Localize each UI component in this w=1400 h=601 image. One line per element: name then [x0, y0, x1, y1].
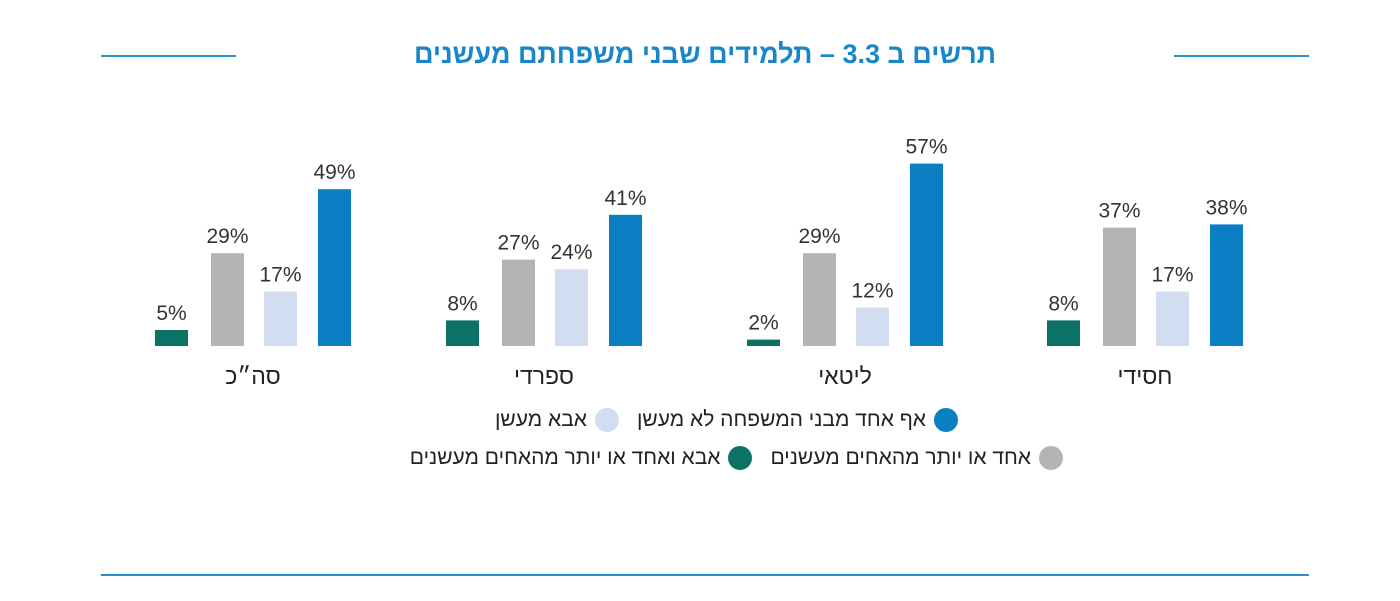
data-label-2-0: 41%: [604, 187, 646, 210]
bar-1-3: [747, 339, 780, 346]
legend-item-brothers: אחד או יותר מהאחים מעשנים: [770, 446, 1063, 470]
bar-2-1: [555, 269, 588, 346]
legend-row-2: אחד או יותר מהאחים מעשנים אבא ואחד או יו…: [410, 446, 1063, 470]
bar-0-0: [1210, 224, 1243, 346]
bar-chart: 38% 17% 37% 8% חסידי 57% 12% 29% 2% ליטאי 41% 24% 27…: [155, 136, 1248, 389]
legend-label-father: אבא מעשן: [494, 408, 587, 431]
data-label-2-1: 24%: [550, 241, 592, 264]
data-label-0-1: 17%: [1151, 264, 1193, 287]
bottom-rule: [101, 574, 1309, 576]
category-label-0: חסידי: [1118, 363, 1173, 389]
category-label-1: ליטאי: [818, 363, 872, 389]
legend-label-brothers: אחד או יותר מהאחים מעשנים: [770, 446, 1031, 469]
legend-item-no-smokers: אף אחד מבני המשפחה לא מעשן: [637, 408, 958, 432]
data-label-0-3: 8%: [1048, 292, 1078, 315]
chart-title: תרשים ב 3.3 – תלמידים שבני משפחתם מעשנים: [413, 39, 997, 69]
legend-label-no-smokers: אף אחד מבני המשפחה לא מעשן: [636, 408, 926, 431]
legend-label-father-and-brothers: אבא ואחד או יותר מהאחים מעשנים: [409, 446, 721, 469]
data-label-2-2: 27%: [497, 232, 539, 255]
legend-swatch-father-and-brothers: [728, 446, 753, 470]
category-label-2: ספרדי: [514, 363, 574, 389]
data-label-1-2: 29%: [798, 225, 840, 248]
bar-3-1: [264, 291, 297, 346]
data-label-3-0: 49%: [313, 161, 355, 184]
category-label-3: סה״כ: [225, 363, 280, 389]
legend-swatch-no-smokers: [934, 408, 958, 432]
data-label-0-0: 38%: [1205, 196, 1247, 219]
bar-1-2: [803, 253, 836, 346]
legend-swatch-father: [594, 408, 619, 432]
legend-item-father: אבא מעשן: [495, 408, 619, 432]
data-label-0-2: 37%: [1098, 200, 1140, 223]
data-label-3-1: 17%: [259, 264, 301, 287]
bar-3-0: [318, 189, 351, 346]
bar-0-3: [1047, 320, 1080, 346]
bar-0-2: [1103, 227, 1136, 346]
bar-2-0: [609, 214, 642, 346]
bar-3-3: [155, 330, 188, 346]
data-label-3-3: 5%: [156, 302, 186, 325]
data-label-3-2: 29%: [206, 225, 248, 248]
data-label-1-3: 2%: [748, 312, 778, 335]
bar-1-1: [856, 307, 889, 346]
bar-3-2: [211, 253, 244, 346]
bar-1-0: [910, 163, 943, 346]
data-label-1-1: 12%: [851, 280, 893, 303]
data-label-1-0: 57%: [905, 136, 947, 159]
title-rule-left: [101, 55, 236, 57]
legend-item-father-and-brothers: אבא ואחד או יותר מהאחים מעשנים: [410, 446, 753, 470]
legend-swatch-brothers: [1039, 446, 1063, 470]
data-label-2-3: 8%: [447, 292, 477, 315]
bar-2-2: [502, 259, 535, 346]
title-rule-right: [1174, 55, 1309, 57]
legend-row-1: אף אחד מבני המשפחה לא מעשן אבא מעשן: [495, 408, 958, 432]
bar-0-1: [1156, 291, 1189, 346]
bar-2-3: [446, 320, 479, 346]
